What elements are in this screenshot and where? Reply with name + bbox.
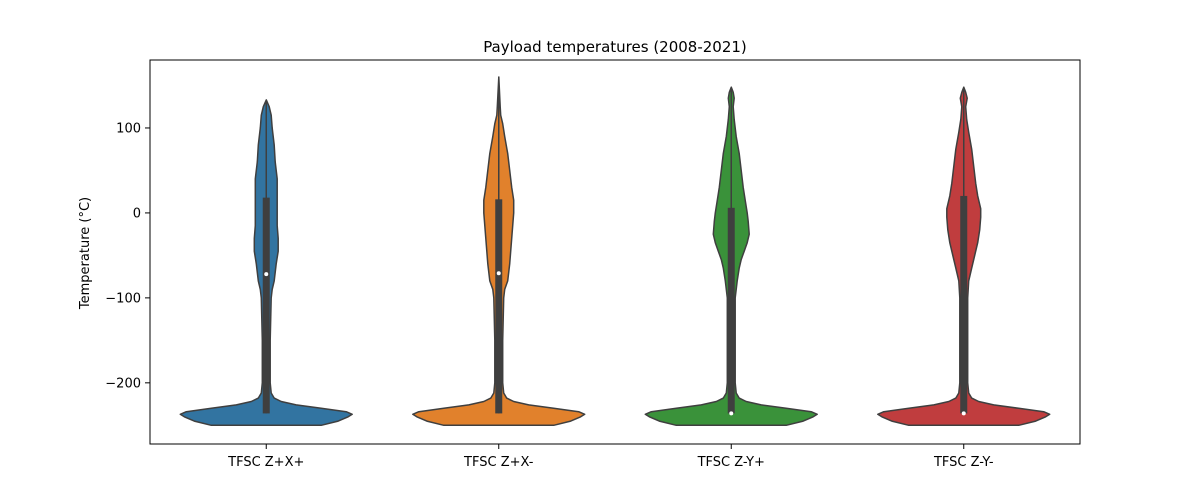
violin-iqr-box (960, 195, 968, 414)
x-axis-ticks: TFSC Z+X+ TFSC Z+X- TFSC Z-Y+ TFSC Z-Y- (227, 444, 994, 470)
violin-iqr-box (495, 199, 503, 414)
x-tick-label: TFSC Z-Y+ (697, 455, 765, 470)
x-tick-label: TFSC Z+X- (463, 455, 534, 470)
y-axis-label: Temperature (°C) (78, 197, 93, 310)
plot-frame (149, 59, 1081, 445)
x-tick-label: TFSC Z+X+ (227, 455, 304, 470)
y-tick-label: 0 (133, 206, 141, 221)
x-tick-label: TFSC Z-Y- (933, 455, 994, 470)
violin-iqr-box (727, 207, 735, 414)
violin-iqr-box (262, 197, 270, 414)
y-tick-label: −100 (105, 291, 141, 306)
plot-area (179, 76, 1051, 427)
y-tick-label: −200 (105, 376, 141, 391)
chart-title: Payload temperatures (2008-2021) (483, 38, 747, 56)
y-tick-label: 100 (116, 121, 141, 136)
violin-median-point (729, 411, 734, 416)
violin-median-point (961, 411, 966, 416)
violin-median-point (264, 272, 269, 277)
y-axis-ticks: −200 −100 0 100 (105, 121, 150, 391)
violin-median-point (496, 271, 501, 276)
